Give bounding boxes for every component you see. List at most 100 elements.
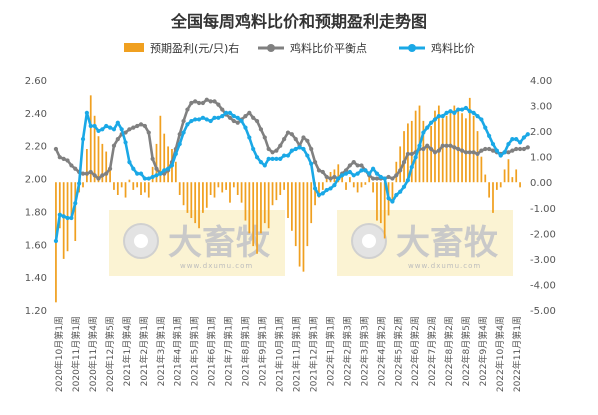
breakeven-point <box>115 137 120 142</box>
profit-bar <box>291 182 293 231</box>
x-tick-label: 2022年8月第2周 <box>443 316 455 386</box>
breakeven-point <box>289 132 294 137</box>
profit-bar <box>159 115 162 183</box>
breakeven-point <box>386 174 391 180</box>
ratio-point <box>456 107 461 112</box>
ratio-point <box>421 130 426 135</box>
breakeven-point <box>104 171 109 176</box>
profit-bar <box>244 182 247 221</box>
breakeven-point <box>370 176 376 181</box>
breakeven-point <box>483 146 488 152</box>
watermark-text-left: 大畜牧 <box>168 223 271 263</box>
right-tick-label: 2.00 <box>530 127 552 138</box>
profit-bar <box>120 182 123 188</box>
profit-bar <box>86 149 88 183</box>
breakeven-point <box>270 150 275 155</box>
profit-bar <box>205 182 208 208</box>
x-tick-label: 2022年1月第1周 <box>324 316 336 386</box>
breakeven-point <box>463 150 469 155</box>
breakeven-point <box>92 173 97 178</box>
profit-bar <box>306 182 309 247</box>
profit-bar <box>155 143 158 183</box>
left-tick-label: 1.40 <box>25 273 47 284</box>
profit-bar <box>356 182 359 193</box>
ratio-point <box>115 120 120 125</box>
profit-bar <box>271 182 274 206</box>
ratio-point <box>301 146 306 152</box>
breakeven-point <box>510 148 515 153</box>
profit-bar <box>337 164 340 183</box>
profit-bar <box>236 182 239 195</box>
profit-bar <box>283 182 285 190</box>
ratio-point <box>119 127 124 132</box>
breakeven-point <box>57 155 62 160</box>
legend-item-ratio[interactable]: 鸡料比价 <box>399 41 475 55</box>
ratio-point <box>510 137 515 142</box>
profit-bar <box>383 182 386 239</box>
ratio-point <box>173 151 178 157</box>
breakeven-point <box>131 125 136 130</box>
legend-item-breakeven[interactable]: 鸡料比价平衡点 <box>258 41 367 55</box>
ratio-point <box>483 125 488 130</box>
profit-bar <box>101 143 104 183</box>
ratio-point <box>367 171 372 176</box>
x-tick-label: 2020年12月第5周 <box>104 316 116 392</box>
profit-bar <box>294 182 297 247</box>
left-tick-label: 2.20 <box>25 142 47 153</box>
profit-bar <box>70 182 73 218</box>
breakeven-point <box>146 130 151 135</box>
x-tick-label: 2021年4月第1周 <box>172 316 184 386</box>
legend-item-profit[interactable]: 预期盈利(元/只)右 <box>124 41 239 55</box>
profit-bar <box>89 95 92 183</box>
breakeven-point <box>429 146 434 152</box>
profit-bar <box>190 182 193 218</box>
breakeven-point <box>479 148 484 153</box>
ratio-point <box>312 186 318 191</box>
ratio-point <box>359 168 364 173</box>
profit-bar <box>256 182 258 254</box>
profit-bar <box>217 182 220 188</box>
profit-bar <box>437 105 440 183</box>
profit-bar <box>492 182 494 213</box>
profit-bar <box>395 161 398 183</box>
profit-bar <box>325 177 328 183</box>
profit-bar <box>140 182 142 195</box>
ratio-point <box>258 160 264 165</box>
ratio-point <box>487 133 492 138</box>
ratio-point <box>162 168 167 173</box>
breakeven-point <box>448 143 453 148</box>
ratio-point <box>138 171 144 176</box>
ratio-point <box>100 127 105 132</box>
breakeven-point <box>193 99 198 104</box>
profit-bar <box>113 182 115 190</box>
ratio-point <box>135 171 140 176</box>
profit-bar <box>441 118 444 183</box>
profit-bar <box>124 182 127 198</box>
x-tick-label: 2021年9月第1周 <box>257 316 269 386</box>
breakeven-point <box>65 158 70 163</box>
breakeven-point <box>316 168 322 173</box>
breakeven-point <box>374 176 380 181</box>
breakeven-point <box>247 110 252 115</box>
profit-bar <box>213 182 216 198</box>
ratio-point <box>146 176 151 181</box>
ratio-point <box>65 215 70 221</box>
profit-bar <box>116 182 119 195</box>
breakeven-point <box>405 151 410 157</box>
ratio-point <box>521 135 527 140</box>
legend-label-profit: 预期盈利(元/只)右 <box>150 41 239 55</box>
breakeven-point <box>459 148 465 153</box>
profit-bar <box>422 120 425 183</box>
right-axis: -5.00 -4.00 -3.00 -2.00 -1.00 0.00 1.00 2.00 3.0… <box>530 76 556 317</box>
breakeven-point <box>312 160 318 165</box>
profit-bar <box>167 146 169 183</box>
breakeven-point <box>135 123 140 129</box>
breakeven-point <box>88 169 93 175</box>
ratio-point <box>490 141 496 147</box>
right-tick-label: -4.00 <box>530 280 556 291</box>
ratio-point <box>77 181 82 186</box>
ratio-point <box>517 140 523 145</box>
ratio-point <box>181 130 186 135</box>
watermark-logo-inner-left <box>134 234 148 248</box>
breakeven-point <box>421 146 426 152</box>
